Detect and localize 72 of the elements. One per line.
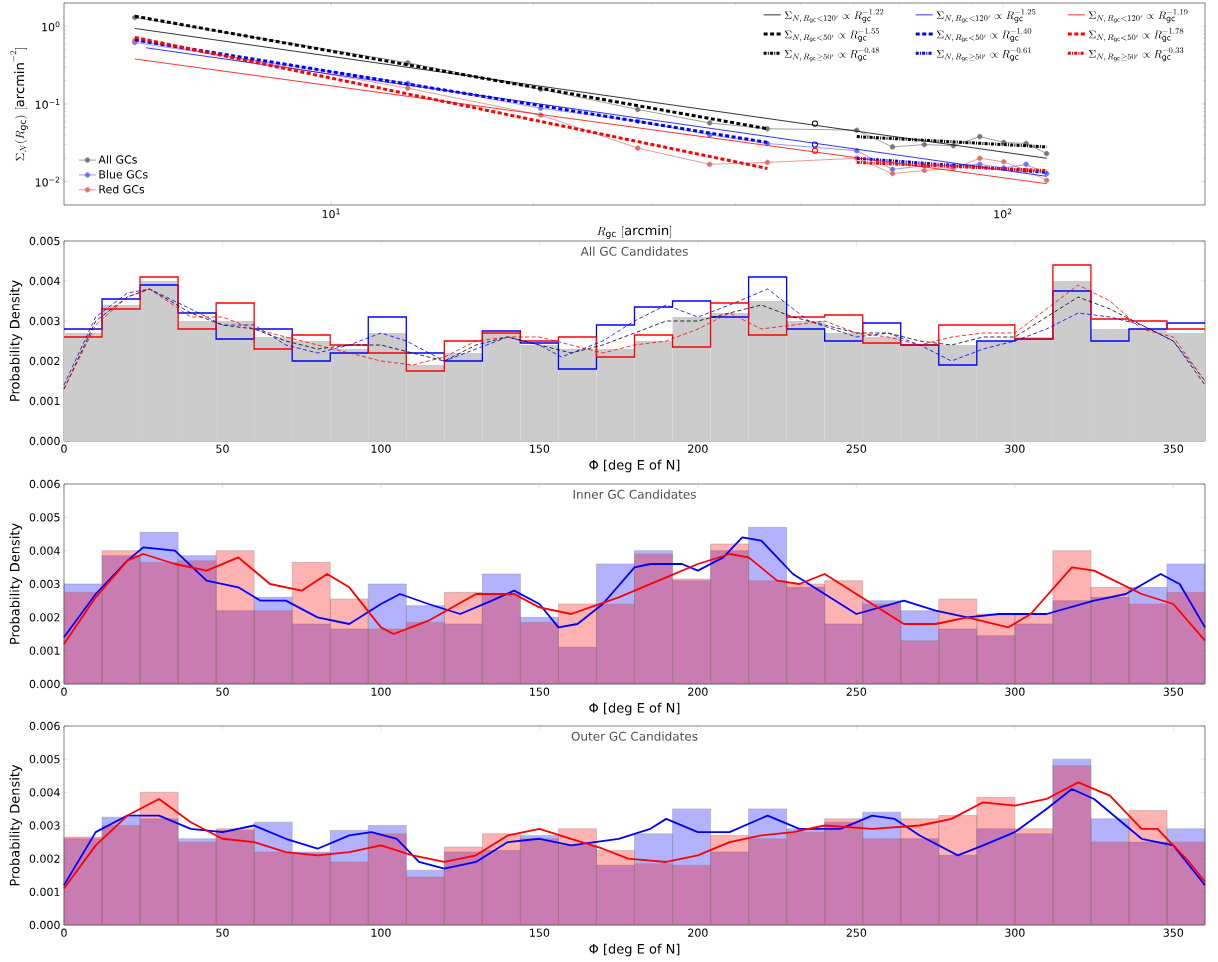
legend-label: $\Sigma_{N,\,R_{\rm gc}<50'}\propto R_{\rm gc}^{-1.78}$ xyxy=(1089,28,1184,43)
x-tick-label: 0 xyxy=(61,444,67,453)
legend-label: $\Sigma_{N,\,R_{\rm gc}\geq 50'}\propto R_{\rm gc}^{-0.33}$ xyxy=(1089,47,1184,62)
x-tick-label: 150 xyxy=(530,687,550,696)
chart-title: Inner GC Candidates xyxy=(573,489,696,499)
x-tick-label: 200 xyxy=(688,687,708,696)
y-tick-label: 0.003 xyxy=(29,821,60,830)
legend-label: $\Sigma_{N,\,R_{\rm gc}\geq 50'}\propto R_{\rm gc}^{-0.48}$ xyxy=(784,47,880,62)
y-tick-label: 0.005 xyxy=(29,236,60,246)
y-tick-label: 0.000 xyxy=(29,436,60,446)
x-tick-label: 10$^{1}$ xyxy=(322,208,340,219)
x-tick-label: 100 xyxy=(371,687,391,696)
y-tick-label: 0.003 xyxy=(29,316,60,326)
y-tick-label: 0.002 xyxy=(29,613,60,622)
x-tick-label: 300 xyxy=(1005,687,1025,696)
x-tick-label: 300 xyxy=(1005,444,1025,453)
legend-label: $\Sigma_{N,\,R_{\rm gc}\geq 50'}\propto R_{\rm gc}^{-0.61}$ xyxy=(936,47,1031,62)
x-tick-label: 50 xyxy=(216,687,229,696)
x-axis-title: $R_{\rm gc}\ [\mathrm{arcmin}]$ xyxy=(597,225,672,239)
x-tick-label: 250 xyxy=(846,687,867,696)
y-tick-label: 0.004 xyxy=(29,788,60,797)
y-tick-label: 0.002 xyxy=(29,854,60,863)
x-tick-label: 250 xyxy=(846,928,867,937)
x-tick-label: 50 xyxy=(216,444,229,453)
y-axis-title: Probability Density xyxy=(9,523,23,644)
legend-label: $\Sigma_{N,\,R_{\rm gc}<120'}\propto R_{\rm gc}^{-1.22}$ xyxy=(784,9,884,23)
y-tick-label: 0.006 xyxy=(29,479,60,489)
y-tick-label: 0.000 xyxy=(29,920,60,930)
chart-title: Outer GC Candidates xyxy=(571,731,698,741)
y-tick-label: 0.005 xyxy=(29,755,60,764)
x-tick-label: 350 xyxy=(1163,444,1184,453)
y-tick-label: 10$^{0}$ xyxy=(42,21,60,32)
x-tick-label: 350 xyxy=(1163,687,1184,696)
chart-title: All GC Candidates xyxy=(580,246,688,256)
x-tick-label: 150 xyxy=(530,444,550,453)
x-tick-label: 200 xyxy=(688,928,708,937)
y-tick-label: 0.002 xyxy=(29,356,60,366)
legend-label: All GCs xyxy=(98,155,137,164)
legend-label: $\Sigma_{N,\,R_{\rm gc}<50'}\propto R_{\rm gc}^{-1.55}$ xyxy=(784,28,880,43)
y-tick-label: 0.000 xyxy=(29,679,60,689)
y-tick-label: 10$^{−2}$ xyxy=(35,176,60,187)
legend-label: Red GCs xyxy=(99,184,145,194)
y-tick-label: 0.001 xyxy=(29,396,60,406)
y-tick-label: 0.005 xyxy=(29,513,60,522)
y-axis-title: $\Sigma_N(R_{\rm gc})\ [\mathrm{arcmin}^{-2}]$ xyxy=(10,48,28,161)
y-tick-label: 0.003 xyxy=(29,579,60,589)
x-tick-label: 350 xyxy=(1163,928,1184,937)
y-tick-label: 0.006 xyxy=(29,721,60,731)
x-tick-label: 100 xyxy=(371,928,391,937)
x-axis-title: Φ [deg E of N] xyxy=(589,943,680,957)
x-tick-label: 150 xyxy=(530,928,550,937)
y-tick-label: 10$^{−1}$ xyxy=(35,99,60,109)
x-tick-label: 200 xyxy=(688,444,708,453)
legend-label: $\Sigma_{N,\,R_{\rm gc}<120'}\propto R_{\rm gc}^{-1.25}$ xyxy=(936,9,1036,23)
x-tick-label: 50 xyxy=(216,928,229,937)
legend-label: Blue GCs xyxy=(99,170,148,179)
x-tick-label: 100 xyxy=(371,444,391,453)
y-axis-title: Probability Density xyxy=(9,280,23,401)
x-tick-label: 250 xyxy=(846,444,867,453)
y-tick-label: 0.001 xyxy=(29,646,60,655)
y-tick-label: 0.004 xyxy=(29,276,60,286)
x-axis-title: Φ [deg E of N] xyxy=(589,702,680,716)
y-tick-label: 0.001 xyxy=(29,887,60,896)
x-tick-label: 300 xyxy=(1005,928,1025,937)
x-axis-title: Φ [deg E of N] xyxy=(589,459,680,473)
y-axis-title: Probability Density xyxy=(9,764,23,886)
x-tick-label: 0 xyxy=(61,687,67,696)
x-tick-label: 0 xyxy=(61,928,67,937)
x-tick-label: 10$^{2}$ xyxy=(994,208,1012,219)
legend-label: $\Sigma_{N,\,R_{\rm gc}<120'}\propto R_{\rm gc}^{-1.19}$ xyxy=(1089,9,1188,23)
y-tick-label: 0.004 xyxy=(29,546,60,555)
legend-label: $\Sigma_{N,\,R_{\rm gc}<50'}\propto R_{\rm gc}^{-1.40}$ xyxy=(936,28,1032,43)
